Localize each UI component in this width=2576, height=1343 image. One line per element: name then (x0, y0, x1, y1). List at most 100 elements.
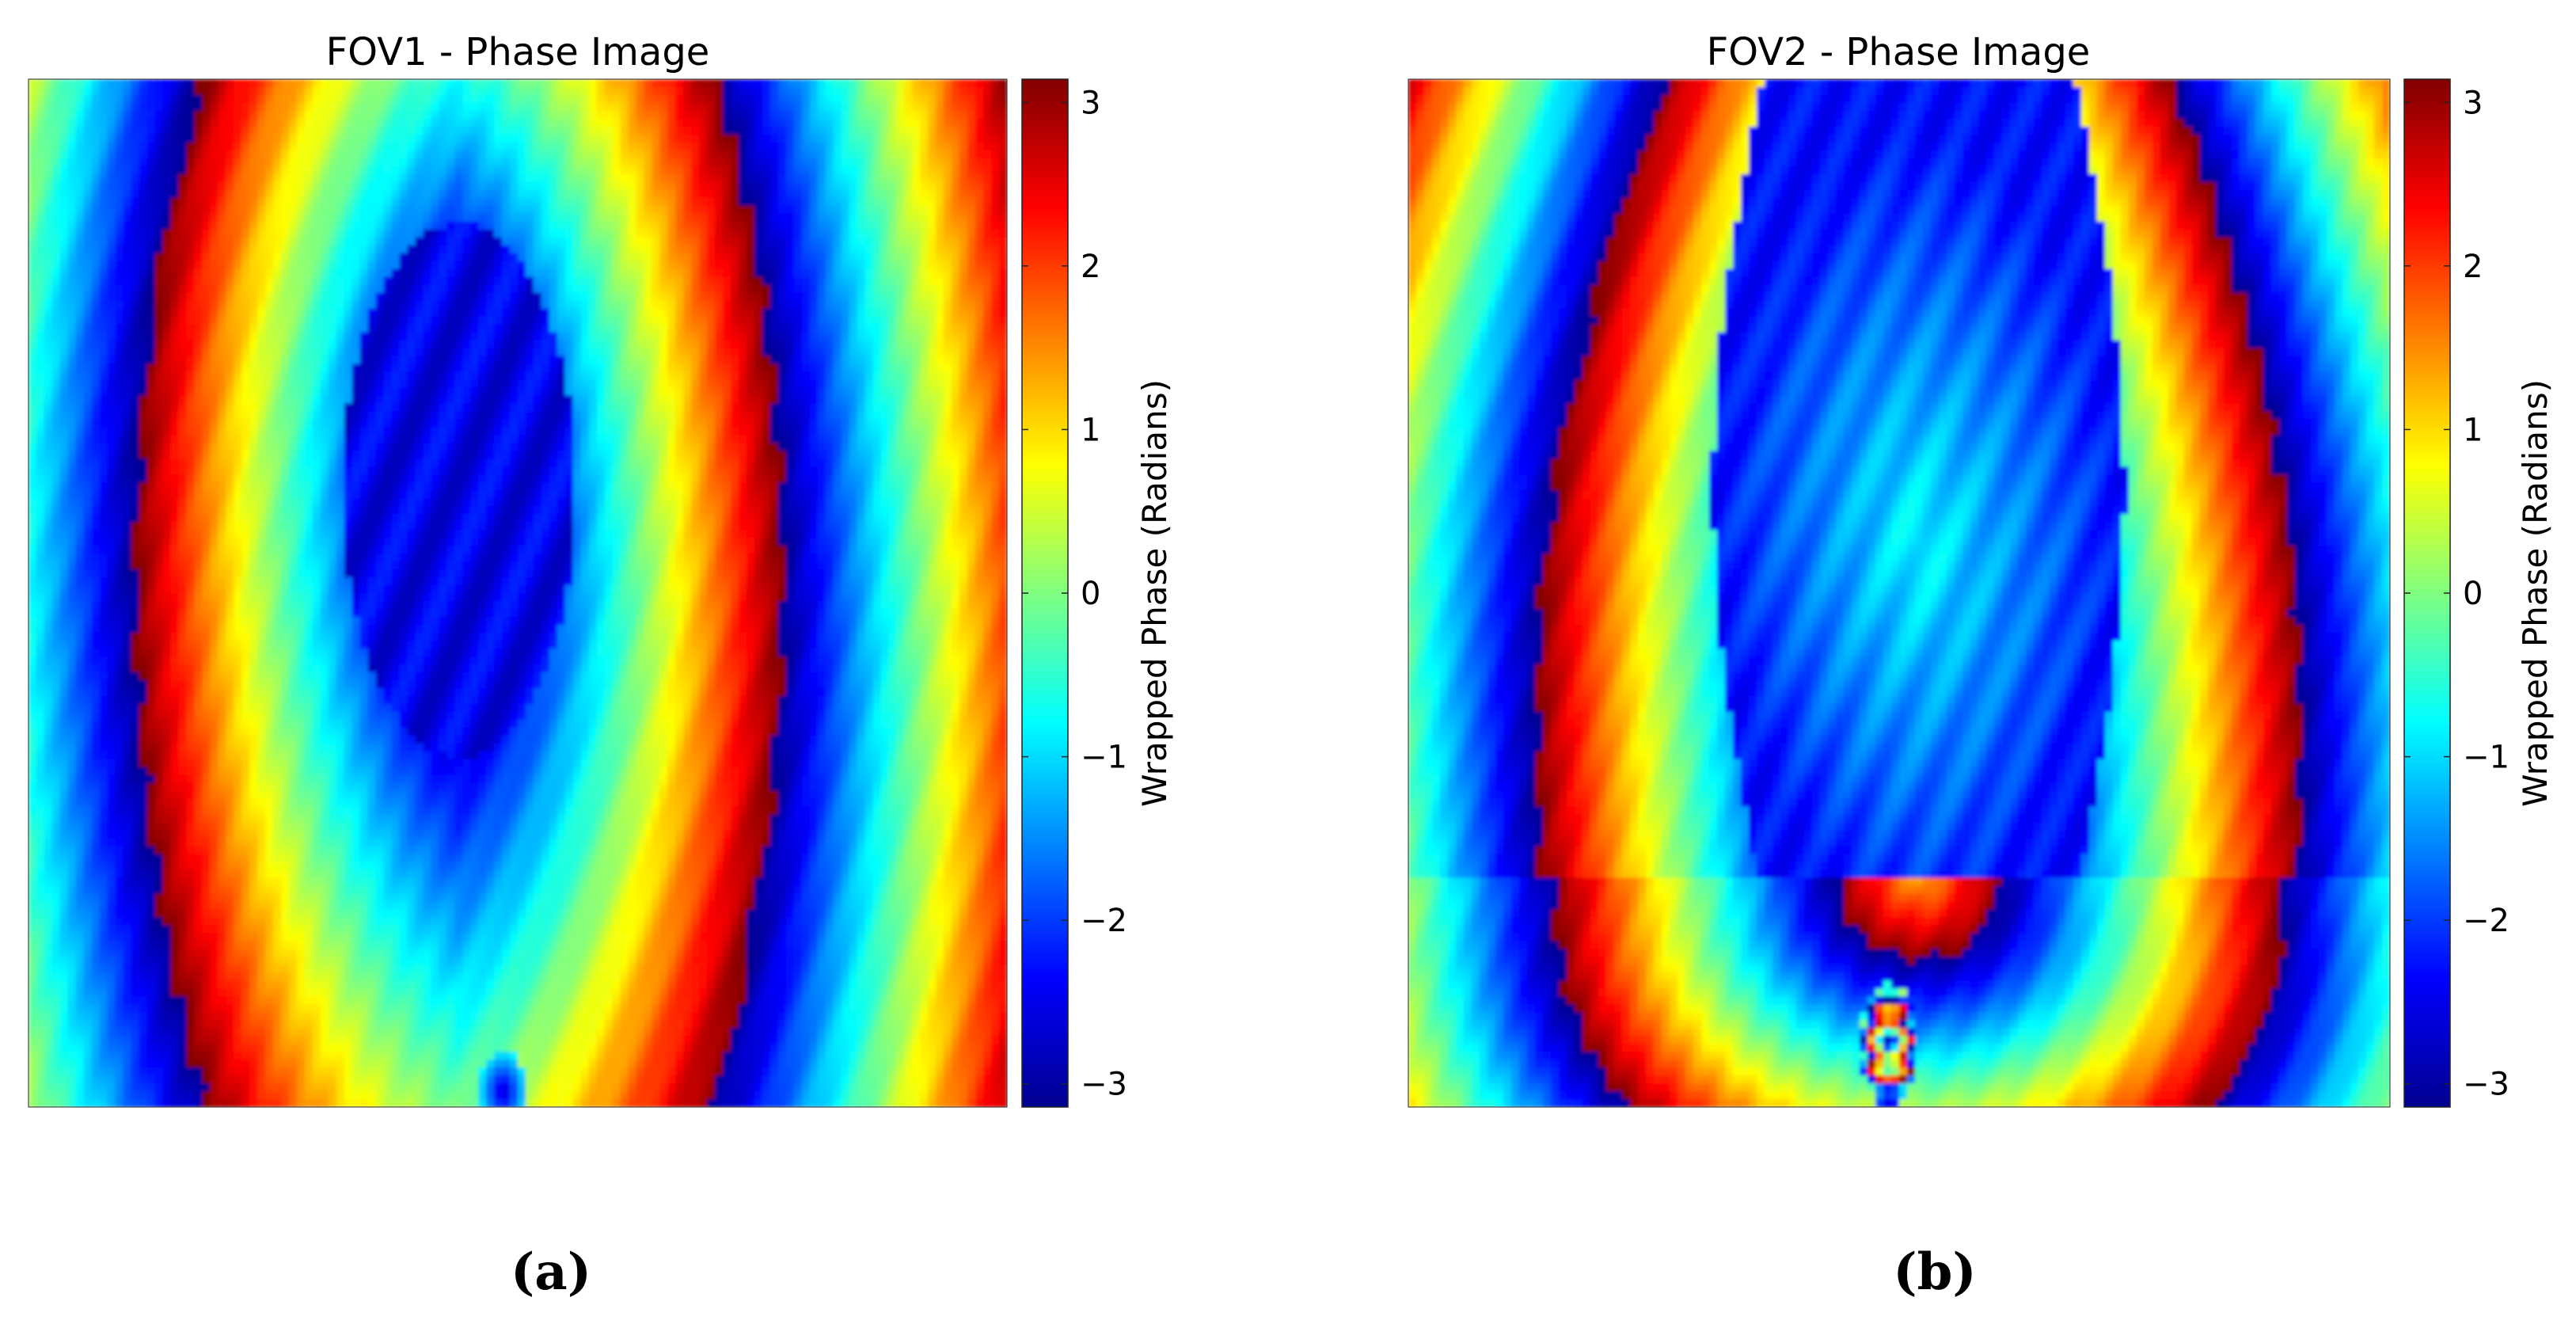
heatmap-cell (707, 158, 716, 167)
heatmap-cell (707, 165, 716, 175)
heatmap-cell (502, 387, 511, 397)
heatmap-cell (375, 181, 385, 191)
heatmap-cell (162, 332, 172, 341)
heatmap-cell (857, 110, 866, 120)
heatmap-cell (399, 189, 408, 199)
heatmap-cell (226, 237, 234, 246)
heatmap-cell (510, 197, 519, 207)
heatmap-cell (304, 340, 313, 349)
heatmap-cell (51, 308, 61, 318)
heatmap-cell (754, 229, 763, 238)
heatmap-cell (723, 363, 731, 373)
heatmap-cell (186, 158, 196, 167)
heatmap-cell (75, 142, 85, 151)
heatmap-cell (849, 253, 858, 262)
heatmap-cell (675, 94, 685, 104)
heatmap-cell (518, 94, 526, 104)
heatmap-cell (218, 197, 226, 207)
heatmap-cell (502, 261, 511, 270)
heatmap-cell (533, 348, 542, 357)
heatmap-cell (462, 173, 471, 183)
heatmap-cell (139, 189, 148, 199)
heatmap-cell (28, 308, 37, 318)
heatmap-cell (312, 379, 321, 389)
heatmap-cell (446, 308, 456, 318)
heatmap-cell (462, 181, 471, 191)
heatmap-cell (675, 245, 685, 254)
heatmap-cell (407, 268, 416, 278)
heatmap-cell (273, 332, 282, 341)
heatmap-cell (636, 387, 645, 397)
heatmap-cell (652, 300, 661, 310)
heatmap-cell (328, 356, 337, 365)
heatmap-cell (833, 300, 842, 310)
heatmap-cell (857, 134, 866, 143)
heatmap-cell (817, 379, 826, 389)
heatmap-cell (280, 324, 290, 333)
heatmap-cell (478, 134, 487, 143)
heatmap-cell (872, 94, 882, 104)
heatmap-cell (588, 102, 598, 112)
heatmap-cell (75, 292, 85, 302)
heatmap-cell (707, 237, 716, 246)
heatmap-cell (375, 268, 385, 278)
heatmap-cell (888, 110, 898, 120)
heatmap-cell (170, 268, 180, 278)
heatmap-cell (983, 332, 992, 341)
heatmap-cell (454, 308, 464, 318)
heatmap-cell (699, 118, 709, 127)
heatmap-cell (162, 197, 172, 207)
heatmap-cell (336, 371, 345, 381)
heatmap-cell (999, 261, 1007, 270)
heatmap-cell (936, 229, 945, 238)
heatmap-cell (754, 284, 763, 294)
heatmap-cell (288, 173, 298, 183)
heatmap-cell (533, 253, 542, 262)
heatmap-cell (123, 197, 132, 207)
heatmap-cell (715, 158, 724, 167)
heatmap-cell (849, 379, 858, 389)
heatmap-cell (659, 363, 669, 373)
heatmap-cell (880, 308, 890, 318)
heatmap-cell (667, 94, 677, 104)
heatmap-cell (415, 189, 424, 199)
heatmap-cell (131, 134, 140, 143)
heatmap-cell (336, 387, 345, 397)
heatmap-cell (991, 253, 1000, 262)
heatmap-cell (580, 276, 590, 286)
heatmap-cell (944, 308, 953, 318)
heatmap-cell (383, 86, 393, 96)
heatmap-cell (707, 94, 716, 104)
heatmap-cell (312, 300, 321, 310)
heatmap-cell (123, 253, 132, 262)
heatmap-cell (186, 284, 196, 294)
heatmap-cell (288, 181, 298, 191)
heatmap-cell (659, 268, 669, 278)
heatmap-cell (675, 340, 685, 349)
heatmap-cell (28, 253, 37, 262)
heatmap-cell (872, 134, 882, 143)
heatmap-cell (51, 253, 61, 262)
heatmap-cell (446, 126, 456, 135)
heatmap-cell (344, 340, 353, 349)
heatmap-cell (580, 197, 590, 207)
heatmap-cell (320, 237, 329, 246)
heatmap-cell (904, 308, 914, 318)
heatmap-cell (178, 158, 188, 167)
heatmap-cell (375, 142, 385, 151)
heatmap-cell (99, 245, 108, 254)
heatmap-cell (154, 363, 164, 373)
heatmap-cell (375, 371, 385, 381)
heatmap-cell (817, 158, 826, 167)
heatmap-cell (36, 205, 45, 215)
heatmap-cell (675, 332, 685, 341)
heatmap-cell (67, 300, 77, 310)
heatmap-cell (975, 173, 984, 183)
heatmap-cell (28, 276, 37, 286)
heatmap-cell (75, 245, 85, 254)
heatmap-cell (470, 268, 479, 278)
heatmap-cell (683, 213, 693, 223)
heatmap-cell (652, 284, 661, 294)
heatmap-cell (234, 253, 242, 262)
heatmap-cell (320, 205, 329, 215)
